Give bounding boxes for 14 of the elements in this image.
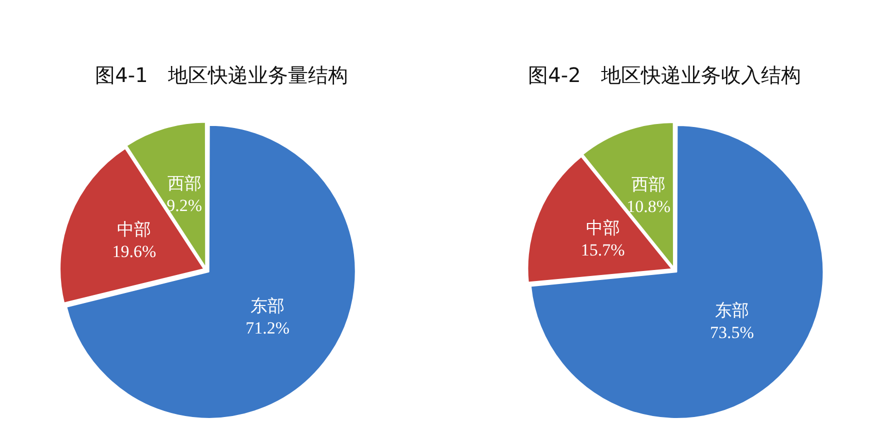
- data-label: 71.2%: [246, 318, 290, 338]
- data-label: 10.8%: [626, 197, 671, 216]
- chart-title: 图4-2 地区快递业务收入结构: [527, 62, 802, 89]
- slice-label: 西部: [167, 174, 202, 193]
- slice-label: 东部: [715, 300, 750, 320]
- slice-label: 东部: [250, 296, 285, 316]
- slice-label: 中部: [117, 220, 152, 239]
- data-label: 73.5%: [710, 322, 754, 342]
- slice-label: 西部: [632, 175, 666, 194]
- data-label: 15.7%: [580, 240, 625, 260]
- slice-label: 中部: [586, 218, 620, 238]
- data-label: 9.2%: [166, 196, 202, 215]
- chart-title: 图4-1 地区快递业务量结构: [94, 62, 349, 89]
- data-label: 19.6%: [112, 242, 156, 261]
